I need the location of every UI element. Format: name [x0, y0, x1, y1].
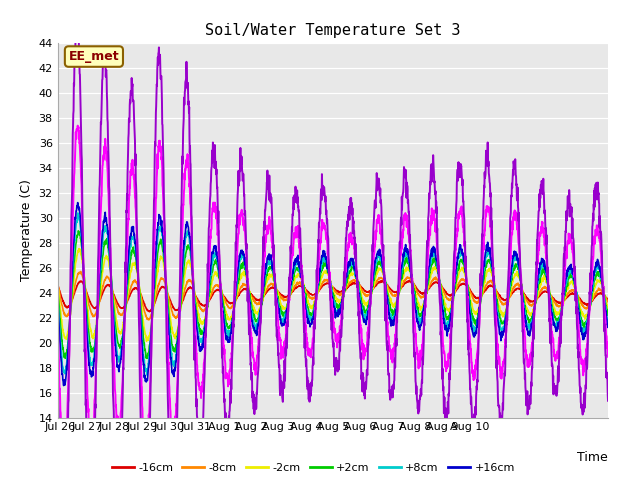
-8cm: [322, 277, 330, 283]
+16cm: [589, 279, 596, 285]
+32cm: [589, 261, 596, 266]
-16cm: [322, 281, 330, 287]
+32cm: [74, 123, 81, 129]
+8cm: [322, 258, 330, 264]
Line: +2cm: +2cm: [58, 231, 608, 358]
+64cm: [488, 225, 495, 230]
-8cm: [307, 296, 315, 301]
+8cm: [54, 290, 61, 296]
Line: +8cm: +8cm: [58, 213, 608, 375]
+2cm: [307, 312, 315, 318]
+2cm: [322, 260, 330, 265]
-2cm: [54, 278, 61, 284]
-8cm: [589, 296, 596, 302]
+16cm: [60, 383, 67, 388]
+8cm: [307, 315, 315, 321]
-2cm: [307, 303, 315, 309]
+32cm: [82, 350, 90, 356]
+16cm: [322, 256, 330, 262]
+64cm: [83, 418, 90, 423]
-2cm: [143, 338, 150, 344]
Line: -8cm: -8cm: [58, 272, 608, 320]
Line: +16cm: +16cm: [58, 203, 608, 385]
+2cm: [143, 355, 151, 361]
-8cm: [82, 288, 90, 294]
+64cm: [589, 223, 596, 228]
+16cm: [74, 200, 81, 205]
-16cm: [82, 287, 90, 293]
-2cm: [82, 290, 90, 296]
+2cm: [589, 289, 596, 295]
Text: Time: Time: [577, 451, 608, 464]
Y-axis label: Temperature (C): Temperature (C): [20, 180, 33, 281]
+8cm: [589, 285, 596, 290]
+8cm: [74, 210, 81, 216]
-2cm: [488, 269, 495, 275]
Line: +32cm: +32cm: [58, 126, 608, 461]
-16cm: [589, 297, 596, 303]
-8cm: [54, 280, 61, 286]
+16cm: [54, 296, 61, 301]
+64cm: [588, 224, 596, 229]
+16cm: [604, 324, 612, 330]
+64cm: [73, 13, 81, 19]
+2cm: [54, 283, 61, 289]
+32cm: [143, 458, 150, 464]
-8cm: [588, 296, 596, 302]
+16cm: [83, 319, 90, 325]
+8cm: [588, 282, 596, 288]
-2cm: [588, 296, 596, 302]
+2cm: [82, 299, 90, 305]
-16cm: [54, 281, 61, 287]
+32cm: [307, 352, 315, 358]
+64cm: [54, 351, 61, 357]
+64cm: [307, 387, 315, 393]
+16cm: [307, 322, 315, 327]
+2cm: [488, 265, 495, 271]
+32cm: [488, 237, 495, 242]
+8cm: [488, 259, 495, 265]
-8cm: [77, 269, 84, 275]
+32cm: [322, 230, 330, 236]
+2cm: [604, 312, 612, 318]
+32cm: [604, 353, 612, 359]
Line: -2cm: -2cm: [58, 249, 608, 341]
-8cm: [145, 317, 153, 323]
+8cm: [143, 372, 150, 378]
-16cm: [307, 291, 315, 297]
-8cm: [488, 278, 495, 284]
-8cm: [604, 299, 612, 305]
-16cm: [588, 298, 596, 304]
+2cm: [588, 289, 596, 295]
+8cm: [604, 323, 612, 328]
+32cm: [54, 317, 61, 323]
Title: Soil/Water Temperature Set 3: Soil/Water Temperature Set 3: [205, 23, 461, 38]
-2cm: [76, 246, 83, 252]
-2cm: [322, 268, 330, 274]
Line: -16cm: -16cm: [58, 281, 608, 312]
-16cm: [604, 297, 612, 303]
+64cm: [322, 202, 330, 208]
+2cm: [74, 228, 82, 234]
+64cm: [604, 398, 612, 404]
+16cm: [588, 281, 596, 287]
-16cm: [378, 278, 386, 284]
-16cm: [145, 309, 153, 314]
-2cm: [589, 294, 596, 300]
Text: EE_met: EE_met: [68, 50, 119, 63]
+16cm: [488, 257, 495, 263]
+8cm: [82, 307, 90, 313]
Line: +64cm: +64cm: [58, 16, 608, 480]
-16cm: [488, 283, 495, 288]
+32cm: [588, 267, 596, 273]
-2cm: [604, 304, 612, 310]
